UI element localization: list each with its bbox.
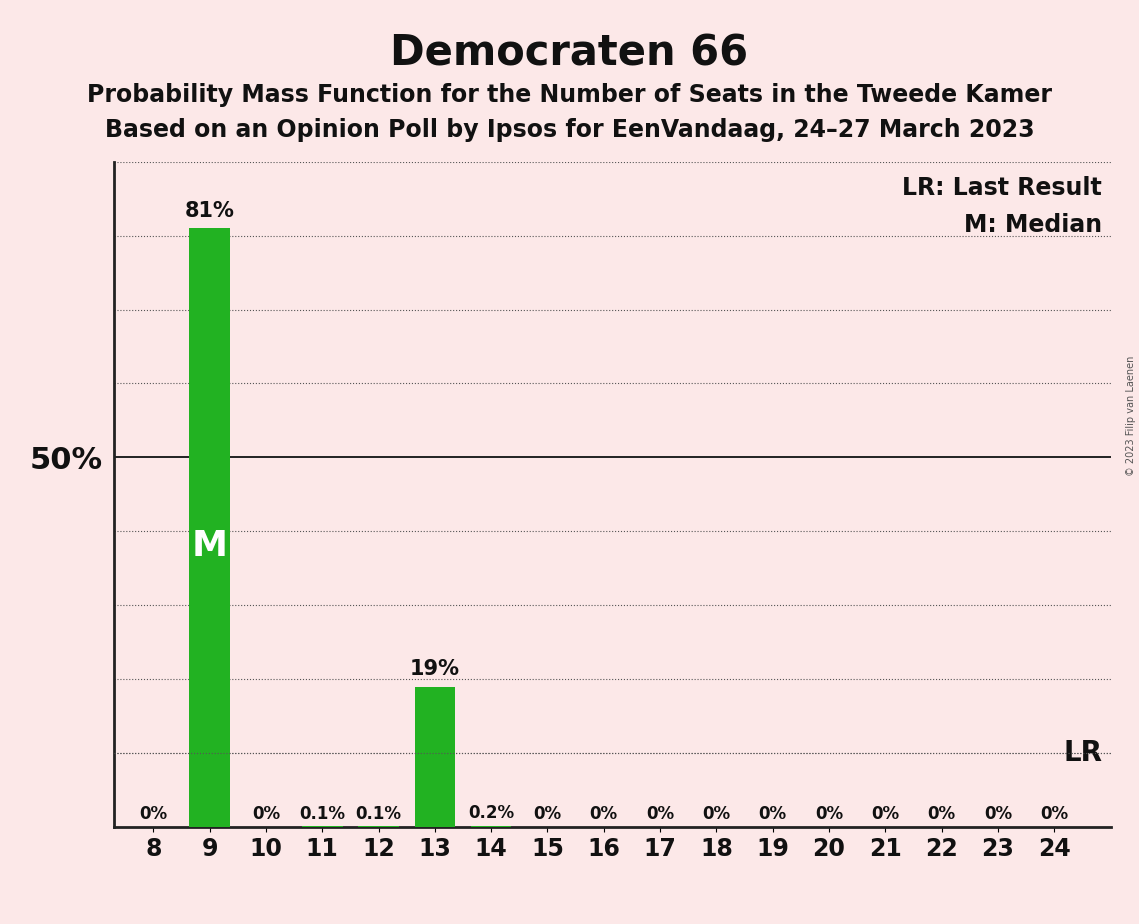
Text: 0%: 0% <box>759 806 787 823</box>
Text: 0%: 0% <box>533 806 562 823</box>
Text: M: M <box>191 529 228 563</box>
Text: 0.1%: 0.1% <box>300 805 345 822</box>
Text: 0%: 0% <box>646 806 674 823</box>
Text: LR: LR <box>1063 739 1103 767</box>
Bar <box>415 687 456 827</box>
Text: 0%: 0% <box>871 806 900 823</box>
Text: 0%: 0% <box>927 806 956 823</box>
Text: 0.2%: 0.2% <box>468 804 514 821</box>
Text: 0%: 0% <box>984 806 1011 823</box>
Bar <box>470 825 511 827</box>
Text: Based on an Opinion Poll by Ipsos for EenVandaag, 24–27 March 2023: Based on an Opinion Poll by Ipsos for Ee… <box>105 118 1034 142</box>
Text: 81%: 81% <box>185 201 235 221</box>
Text: 0%: 0% <box>252 806 280 823</box>
Text: Democraten 66: Democraten 66 <box>391 32 748 74</box>
Bar <box>189 228 230 827</box>
Text: LR: Last Result: LR: Last Result <box>902 176 1103 201</box>
Text: © 2023 Filip van Laenen: © 2023 Filip van Laenen <box>1126 356 1136 476</box>
Text: 0.1%: 0.1% <box>355 805 402 822</box>
Text: 0%: 0% <box>139 806 167 823</box>
Text: 0%: 0% <box>703 806 730 823</box>
Text: M: Median: M: Median <box>964 213 1103 237</box>
Text: Probability Mass Function for the Number of Seats in the Tweede Kamer: Probability Mass Function for the Number… <box>87 83 1052 107</box>
Text: 0%: 0% <box>590 806 617 823</box>
Text: 0%: 0% <box>1040 806 1068 823</box>
Text: 19%: 19% <box>410 659 460 679</box>
Text: 0%: 0% <box>814 806 843 823</box>
